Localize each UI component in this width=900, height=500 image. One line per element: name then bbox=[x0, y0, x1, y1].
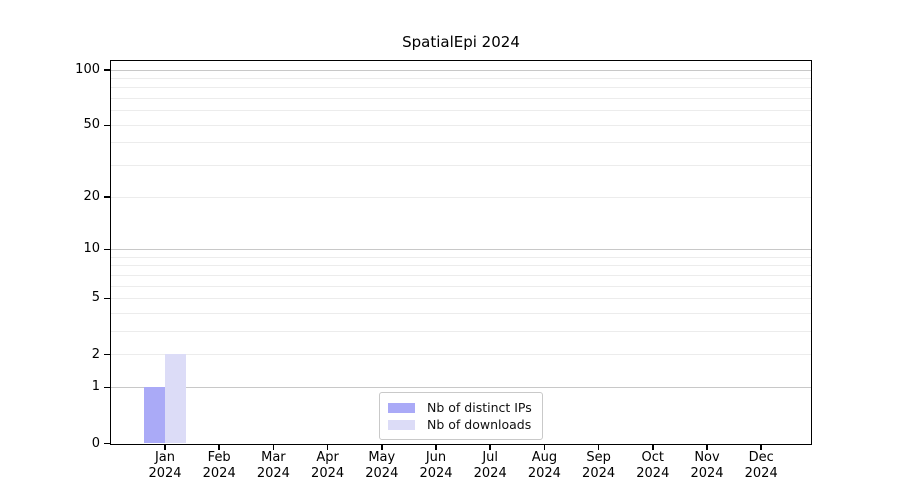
y-tick-label: 100 bbox=[75, 62, 100, 77]
major-gridline bbox=[111, 386, 811, 388]
y-tick-label: 2 bbox=[91, 346, 100, 362]
minor-gridline bbox=[111, 354, 811, 356]
minor-gridline bbox=[111, 142, 811, 144]
x-tick-label: Apr 2024 bbox=[297, 450, 359, 482]
x-tick-label: Aug 2024 bbox=[513, 450, 575, 482]
minor-gridline bbox=[111, 98, 811, 100]
y-axis-tick bbox=[104, 124, 111, 127]
x-tick-label: Nov 2024 bbox=[676, 450, 738, 482]
x-tick-month: Oct bbox=[641, 450, 665, 465]
x-tick-year: 2024 bbox=[473, 466, 507, 481]
y-axis-tick bbox=[104, 196, 111, 198]
x-axis-tick bbox=[218, 444, 220, 450]
x-tick-month: Apr bbox=[316, 450, 339, 465]
y-axis-tick bbox=[104, 442, 111, 445]
x-tick-label: Oct 2024 bbox=[622, 450, 684, 482]
y-tick-label: 20 bbox=[83, 189, 100, 205]
legend: Nb of distinct IPs Nb of downloads bbox=[379, 392, 543, 440]
minor-gridline bbox=[111, 165, 811, 167]
x-axis-tick bbox=[381, 444, 383, 450]
legend-swatch-downloads bbox=[388, 419, 415, 430]
x-tick-year: 2024 bbox=[582, 466, 616, 481]
x-tick-label: May 2024 bbox=[351, 450, 413, 482]
x-axis-tick bbox=[597, 444, 600, 450]
y-tick-label: 1 bbox=[91, 379, 100, 395]
x-tick-label: Mar 2024 bbox=[242, 450, 304, 482]
major-gridline bbox=[111, 69, 811, 71]
minor-gridline bbox=[111, 87, 811, 89]
minor-gridline bbox=[111, 256, 811, 258]
x-tick-year: 2024 bbox=[744, 466, 778, 481]
y-tick-label: 50 bbox=[83, 117, 100, 133]
major-gridline bbox=[111, 248, 811, 250]
y-axis-tick bbox=[104, 386, 111, 389]
minor-gridline bbox=[111, 77, 811, 79]
y-axis-tick bbox=[104, 297, 111, 300]
x-tick-year: 2024 bbox=[311, 466, 345, 481]
x-tick-year: 2024 bbox=[256, 466, 290, 481]
chart-title: SpatialEpi 2024 bbox=[402, 33, 520, 51]
x-tick-year: 2024 bbox=[636, 466, 670, 481]
x-tick-label: Dec 2024 bbox=[730, 450, 792, 482]
y-tick-label: 5 bbox=[91, 290, 100, 306]
bar-nb-of-downloads-jan bbox=[164, 354, 186, 443]
y-tick-label: 0 bbox=[91, 435, 100, 451]
x-tick-month: Jan bbox=[154, 450, 176, 465]
legend-label-distinct-ips: Nb of distinct IPs bbox=[427, 400, 532, 415]
x-tick-year: 2024 bbox=[365, 466, 399, 481]
legend-item-distinct-ips: Nb of distinct IPs bbox=[388, 399, 532, 416]
bar-nb-of-distinct-ips-jan bbox=[143, 386, 165, 443]
minor-gridline bbox=[111, 297, 811, 299]
x-axis-tick bbox=[435, 444, 437, 450]
x-tick-label: Jan 2024 bbox=[134, 450, 196, 482]
x-tick-year: 2024 bbox=[419, 466, 453, 481]
x-tick-year: 2024 bbox=[202, 466, 236, 481]
x-tick-month: Dec bbox=[748, 450, 774, 465]
x-axis-tick bbox=[760, 444, 762, 450]
x-tick-label: Jul 2024 bbox=[459, 450, 521, 482]
minor-gridline bbox=[111, 124, 811, 126]
x-axis-tick bbox=[272, 444, 275, 450]
x-tick-month: Feb bbox=[207, 450, 231, 465]
x-axis-tick bbox=[706, 444, 708, 450]
x-tick-month: Jul bbox=[482, 450, 499, 465]
legend-label-downloads: Nb of downloads bbox=[427, 417, 532, 432]
y-axis-tick bbox=[104, 69, 111, 71]
x-axis-tick bbox=[489, 444, 491, 450]
x-tick-label: Feb 2024 bbox=[188, 450, 250, 482]
y-axis-tick bbox=[104, 353, 111, 356]
minor-gridline bbox=[111, 265, 811, 267]
minor-gridline bbox=[111, 196, 811, 198]
x-tick-label: Jun 2024 bbox=[405, 450, 467, 482]
x-axis-tick bbox=[543, 444, 546, 450]
x-tick-label: Sep 2024 bbox=[568, 450, 630, 482]
x-tick-year: 2024 bbox=[148, 466, 182, 481]
x-tick-month: Jun bbox=[425, 450, 447, 465]
x-tick-year: 2024 bbox=[527, 466, 561, 481]
x-tick-year: 2024 bbox=[690, 466, 724, 481]
x-axis-tick bbox=[652, 444, 654, 450]
y-tick-label: 10 bbox=[83, 241, 100, 257]
minor-gridline bbox=[111, 312, 811, 314]
minor-gridline bbox=[111, 285, 811, 287]
minor-gridline bbox=[111, 110, 811, 112]
x-tick-month: Aug bbox=[531, 450, 558, 465]
minor-gridline bbox=[111, 330, 811, 332]
x-axis-tick bbox=[326, 444, 329, 450]
x-tick-month: Mar bbox=[261, 450, 286, 465]
legend-item-downloads: Nb of downloads bbox=[388, 416, 532, 433]
legend-swatch-distinct-ips bbox=[388, 402, 415, 413]
x-tick-month: Nov bbox=[694, 450, 720, 465]
minor-gridline bbox=[111, 274, 811, 276]
x-tick-month: May bbox=[368, 450, 396, 465]
plot-area bbox=[110, 60, 812, 445]
x-axis-tick bbox=[164, 444, 166, 450]
y-axis-tick bbox=[104, 248, 111, 251]
x-tick-month: Sep bbox=[586, 450, 611, 465]
